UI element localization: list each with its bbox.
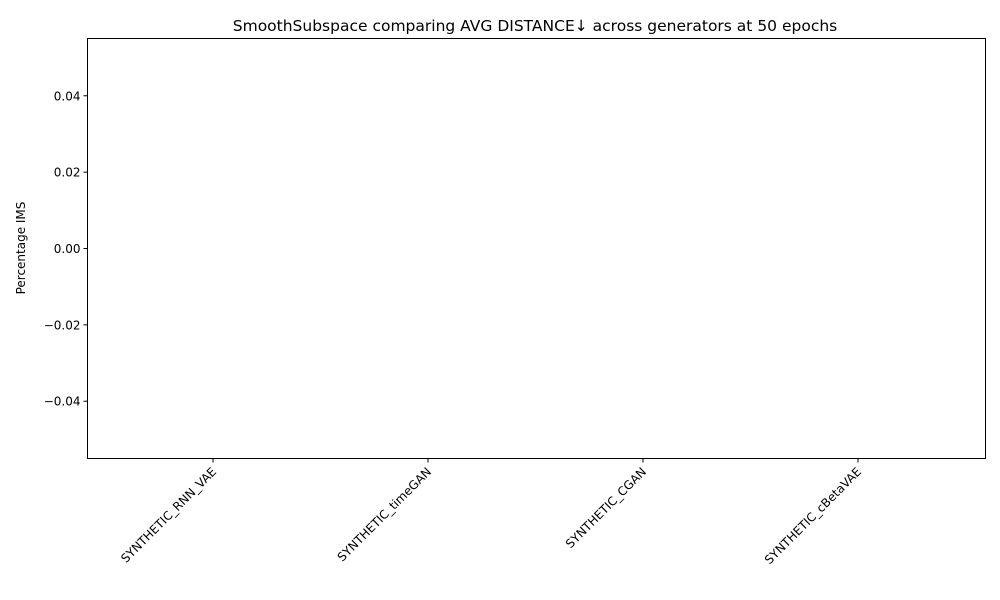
x-tick-label: SYNTHETIC_cBetaVAE [762, 465, 864, 567]
chart-title: SmoothSubspace comparing AVG DISTANCE↓ a… [233, 17, 838, 35]
y-tick-label: −0.04 [44, 395, 81, 409]
plot-area [87, 38, 986, 459]
y-tick-label: 0.04 [54, 89, 81, 103]
x-tick-label: SYNTHETIC_RNN_VAE [118, 465, 219, 566]
y-tick-label: 0.00 [54, 242, 81, 256]
x-tick-label: SYNTHETIC_timeGAN [335, 465, 434, 564]
y-tick-label: 0.02 [54, 166, 81, 180]
y-tick-label: −0.02 [44, 318, 81, 332]
x-tick-label: SYNTHETIC_CGAN [563, 465, 649, 551]
x-axis: SYNTHETIC_RNN_VAE SYNTHETIC_timeGAN SYNTHE… [118, 458, 864, 567]
y-axis: 0.04 0.02 0.00 −0.02 −0.04 [44, 89, 88, 409]
y-axis-label: Percentage IMS [14, 202, 28, 295]
